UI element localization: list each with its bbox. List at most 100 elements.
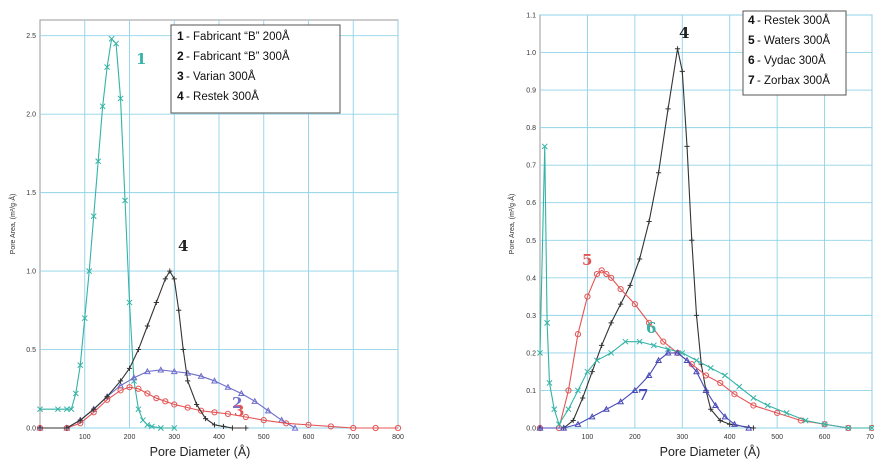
c1-series-4-point xyxy=(646,218,652,225)
c1-y-tick-label: 0.1 xyxy=(526,388,536,395)
c0-series-2-point xyxy=(170,367,178,375)
c1-legend-number: 4 xyxy=(748,13,755,27)
c0-legend-label: - Fabricant “B” 200Å xyxy=(186,30,290,43)
c0-series-1-point xyxy=(157,425,164,431)
c0-series-1-point xyxy=(63,406,70,413)
right-series-group xyxy=(536,46,874,432)
c0-series-3-point xyxy=(394,424,402,432)
c1-series-6-annotation: 6 xyxy=(646,319,656,337)
c0-y-tick-label: 0.5 xyxy=(26,347,36,354)
c1-series-6-point xyxy=(821,421,828,428)
c0-y-tick-label: 1.5 xyxy=(26,190,36,197)
c0-series-1-point xyxy=(68,406,75,413)
c1-series-5-annotation: 5 xyxy=(582,251,592,269)
c0-series-1-point xyxy=(135,406,142,413)
c1-x-tick-label: 300 xyxy=(676,434,688,441)
c0-series-1-point xyxy=(139,417,146,424)
c0-series-4-point xyxy=(185,378,191,384)
c1-y-tick-label: 0.0 xyxy=(526,426,536,433)
c1-y-tick-label: 0.9 xyxy=(526,88,536,95)
c1-series-7-point xyxy=(731,420,738,427)
c0-y-tick-label: 1.0 xyxy=(26,269,36,276)
c1-x-tick-label: 200 xyxy=(629,434,641,441)
c1-series-4-point xyxy=(570,417,576,424)
c1-series-6 xyxy=(537,143,874,431)
c0-series-1-point xyxy=(171,425,178,431)
c1-series-6-point xyxy=(537,349,543,356)
c0-series-3-point xyxy=(144,390,151,397)
left-x-axis-label: Pore Diameter (Å) xyxy=(150,444,251,459)
c1-series-4-annotation: 4 xyxy=(679,24,689,42)
c0-series-3-point xyxy=(350,424,357,432)
left-y-axis-label: Pore Area, (m²/g·Å) xyxy=(8,194,17,255)
c1-series-4-point xyxy=(589,369,595,375)
c1-series-7-point xyxy=(712,401,719,409)
c1-x-tick-label: 700 xyxy=(866,434,874,441)
c1-series-4-point xyxy=(665,106,671,112)
c1-series-5-line xyxy=(540,269,872,429)
c0-series-1-point xyxy=(72,390,79,397)
c1-series-4-point xyxy=(679,68,685,74)
left-chart: 100 200 300 400 500 600 700 800 0.0 0.5 1.0 1.5 2.0 2… xyxy=(8,19,404,459)
c1-series-5-point xyxy=(603,270,610,278)
c0-series-2-point xyxy=(143,367,151,375)
c1-series-4-point xyxy=(684,143,690,150)
c1-series-4-point xyxy=(689,237,695,243)
c1-legend-number: 5 xyxy=(748,33,755,47)
c1-series-6-point xyxy=(584,368,591,375)
c1-series-5-point xyxy=(645,319,653,326)
c1-y-tick-label: 0.5 xyxy=(526,238,536,245)
c0-series-2-point xyxy=(224,383,232,390)
c0-series-4-point xyxy=(220,423,227,430)
c1-legend-label: - Zorbax 300Å xyxy=(757,74,830,87)
c1-series-4-point xyxy=(627,282,633,288)
c1-legend-label: - Restek 300Å xyxy=(757,14,830,27)
c1-series-4-point xyxy=(618,301,624,307)
c0-series-4-point xyxy=(194,401,200,408)
c0-series-2-point xyxy=(264,407,272,414)
c1-series-7-point xyxy=(560,424,568,431)
c1-series-6-point xyxy=(546,379,553,386)
c0-series-3-point xyxy=(198,407,205,414)
c1-series-6-point xyxy=(636,338,643,345)
c1-series-4-point xyxy=(693,312,700,318)
c1-series-7-point xyxy=(602,405,610,412)
c1-series-6-point xyxy=(665,346,672,353)
c0-series-4-point xyxy=(77,417,83,423)
c0-series-4-point xyxy=(117,378,124,384)
c0-series-3-point xyxy=(135,385,142,392)
c1-series-6-point xyxy=(608,349,615,356)
c1-series-4-point xyxy=(750,425,757,431)
left-legend-box xyxy=(170,24,341,114)
c1-series-7-point xyxy=(683,356,691,363)
c1-series-7-point xyxy=(574,420,582,427)
c1-y-tick-label: 0.2 xyxy=(526,350,536,357)
right-y-axis-label: Pore Area, (m²/g·Å) xyxy=(507,194,516,255)
c0-series-1-point xyxy=(95,158,102,165)
c1-y-tick-label: 0.3 xyxy=(526,313,536,320)
c1-series-7-point xyxy=(631,386,639,394)
c1-series-5-point xyxy=(702,372,710,379)
left-series-group xyxy=(36,35,402,432)
c0-series-4-point xyxy=(202,415,209,422)
c0-series-1-point xyxy=(99,103,106,110)
c0-series-4-point xyxy=(243,425,249,431)
c0-legend-label: - Restek 300Å xyxy=(186,90,259,103)
c0-series-2-annotation: 2 xyxy=(232,394,242,412)
c0-legend-number: 3 xyxy=(177,69,184,83)
c1-series-7-point xyxy=(745,424,753,431)
c0-series-4-point xyxy=(180,346,186,353)
right-x-axis-label: Pore Diameter (Å) xyxy=(660,444,761,459)
c1-series-5-point xyxy=(774,409,781,417)
c1-series-4-point xyxy=(580,395,586,401)
c1-series-5-point xyxy=(631,301,638,308)
c0-series-2-point xyxy=(197,372,205,379)
c1-series-4-point xyxy=(717,417,723,424)
c0-series-4-point xyxy=(91,406,97,412)
c1-y-tick-label: 1.0 xyxy=(526,50,536,57)
c0-series-3-point xyxy=(305,421,312,428)
c1-series-6-point xyxy=(544,319,551,326)
